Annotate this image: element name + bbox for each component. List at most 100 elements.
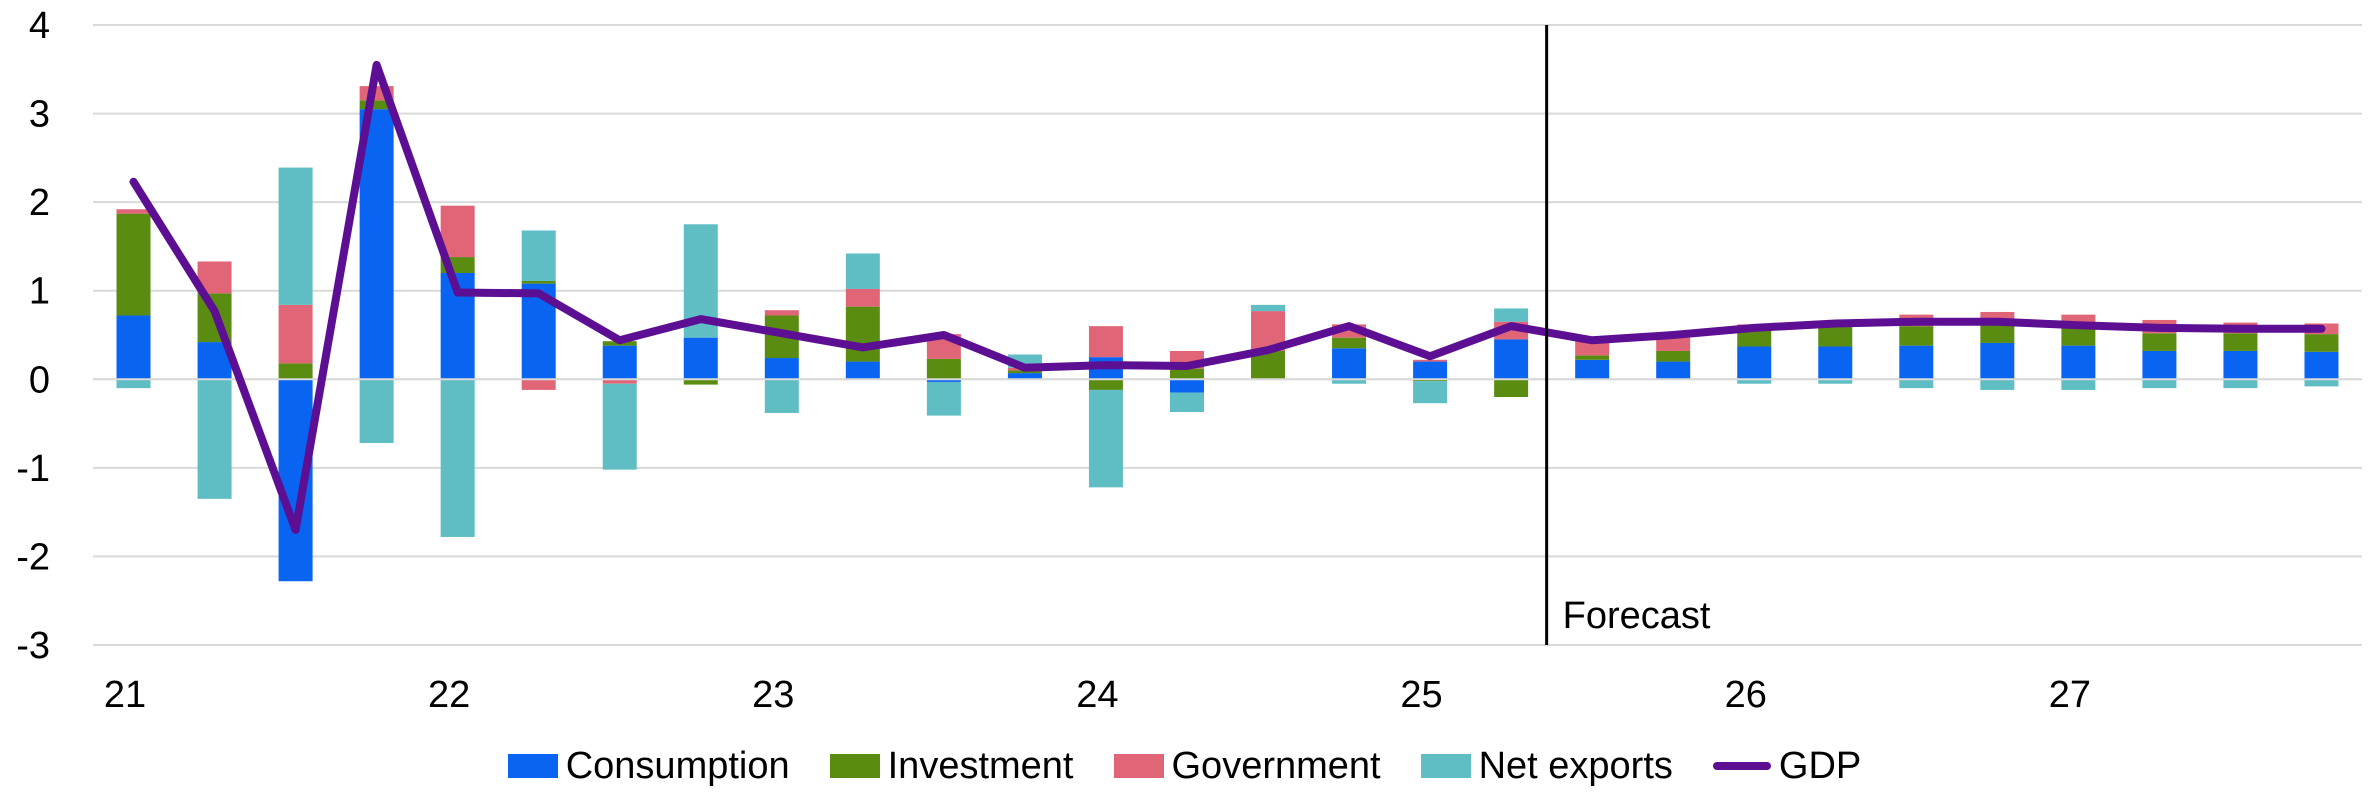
legend-label-government: Government: [1171, 744, 1381, 787]
legend-item-net-exports: Net exports: [1420, 744, 1673, 788]
bar-investment: [1899, 326, 1934, 346]
legend-label-net-exports: Net exports: [1478, 744, 1673, 787]
bar-consumption: [2223, 350, 2258, 380]
legend-swatch-government: [1113, 754, 1164, 778]
bar-consumption: [683, 337, 718, 380]
bar-government: [440, 205, 475, 258]
x-tick-label: 27: [2049, 674, 2091, 716]
x-tick-label: 24: [1076, 674, 1118, 716]
bar-investment: [1656, 350, 1691, 362]
bar-net-exports: [764, 379, 799, 413]
legend-item-government: Government: [1113, 744, 1381, 788]
bar-net-exports: [521, 230, 556, 281]
bar-consumption: [1980, 342, 2015, 380]
legend-item-gdp: GDP: [1712, 745, 1861, 788]
bar-government: [1088, 326, 1123, 358]
bar-consumption: [1007, 373, 1042, 380]
bar-net-exports: [2142, 379, 2177, 389]
bar-net-exports: [2223, 379, 2258, 389]
x-tick-label: 25: [1400, 674, 1442, 716]
bar-investment: [1088, 379, 1123, 390]
bar-investment: [521, 280, 556, 284]
bar-investment: [1169, 368, 1204, 380]
bar-investment: [1980, 325, 2015, 343]
bar-investment: [1818, 327, 1853, 347]
legend-label-consumption: Consumption: [565, 744, 790, 787]
y-tick-label: 3: [29, 94, 50, 136]
bar-consumption: [116, 315, 151, 380]
bar-investment: [278, 363, 313, 380]
bar-net-exports: [278, 167, 313, 305]
bar-consumption: [359, 109, 394, 380]
gdp-line-layer: [129, 60, 2326, 534]
bar-net-exports: [440, 379, 475, 537]
legend-item-consumption: Consumption: [507, 744, 790, 788]
legend-item-investment: Investment: [829, 744, 1074, 788]
gdp-line: [129, 60, 2326, 534]
bar-government: [764, 310, 799, 316]
legend-label-investment: Investment: [887, 744, 1074, 787]
bar-consumption: [1899, 345, 1934, 380]
bar-net-exports: [1413, 381, 1448, 404]
bar-investment: [845, 306, 880, 362]
legend-swatch-gdp: [1712, 762, 1771, 770]
bar-net-exports: [1899, 379, 1934, 389]
bar-consumption: [1737, 346, 1772, 380]
y-tick-label: -1: [16, 448, 50, 490]
bar-consumption: [1413, 361, 1448, 380]
bar-government: [1656, 337, 1691, 351]
legend: Consumption Investment Government Net ex…: [0, 740, 2369, 792]
bar-government: [845, 288, 880, 307]
bar-consumption: [2061, 345, 2096, 380]
bar-investment: [683, 379, 718, 385]
bar-consumption: [2304, 351, 2339, 380]
forecast-label: Forecast: [1563, 595, 1711, 637]
bar-net-exports: [926, 381, 961, 416]
forecast-marker: Forecast: [1545, 25, 1711, 645]
bar-net-exports: [2304, 379, 2339, 387]
bar-net-exports: [116, 379, 151, 389]
bar-net-exports: [1251, 304, 1286, 312]
bar-consumption: [1169, 379, 1204, 393]
bar-net-exports: [1737, 379, 1772, 384]
bar-investment: [1575, 355, 1610, 360]
bar-consumption: [1818, 346, 1853, 380]
bar-investment: [2142, 333, 2177, 351]
bar-consumption: [1656, 361, 1691, 380]
bar-investment: [359, 100, 394, 110]
bar-net-exports: [1494, 308, 1529, 322]
bar-investment: [116, 213, 151, 316]
bar-consumption: [926, 379, 961, 382]
bars: [116, 86, 2339, 582]
bar-net-exports: [359, 379, 394, 444]
x-tick-label: 26: [1725, 674, 1767, 716]
y-tick-label: 4: [29, 5, 50, 47]
bar-net-exports: [1818, 379, 1853, 384]
bar-investment: [1332, 337, 1367, 349]
bar-consumption: [1494, 339, 1529, 380]
y-tick-label: 0: [29, 359, 50, 401]
bar-investment: [1737, 328, 1772, 347]
bar-government: [116, 209, 151, 214]
bar-government: [278, 304, 313, 364]
bar-investment: [1494, 379, 1529, 397]
bar-government: [521, 379, 556, 390]
bar-investment: [2223, 333, 2258, 351]
bar-consumption: [2142, 350, 2177, 380]
bar-consumption: [1332, 348, 1367, 380]
bar-net-exports: [1169, 392, 1204, 413]
x-tick-label: 22: [428, 674, 470, 716]
bar-consumption: [764, 358, 799, 380]
bar-net-exports: [1332, 379, 1367, 384]
bar-net-exports: [2061, 379, 2096, 390]
bar-consumption: [602, 345, 637, 380]
bar-investment: [2061, 327, 2096, 346]
bar-net-exports: [845, 253, 880, 289]
y-tick-label: 1: [29, 271, 50, 313]
bar-investment: [2304, 334, 2339, 352]
legend-swatch-net-exports: [1420, 754, 1471, 778]
x-tick-label: 21: [104, 674, 146, 716]
